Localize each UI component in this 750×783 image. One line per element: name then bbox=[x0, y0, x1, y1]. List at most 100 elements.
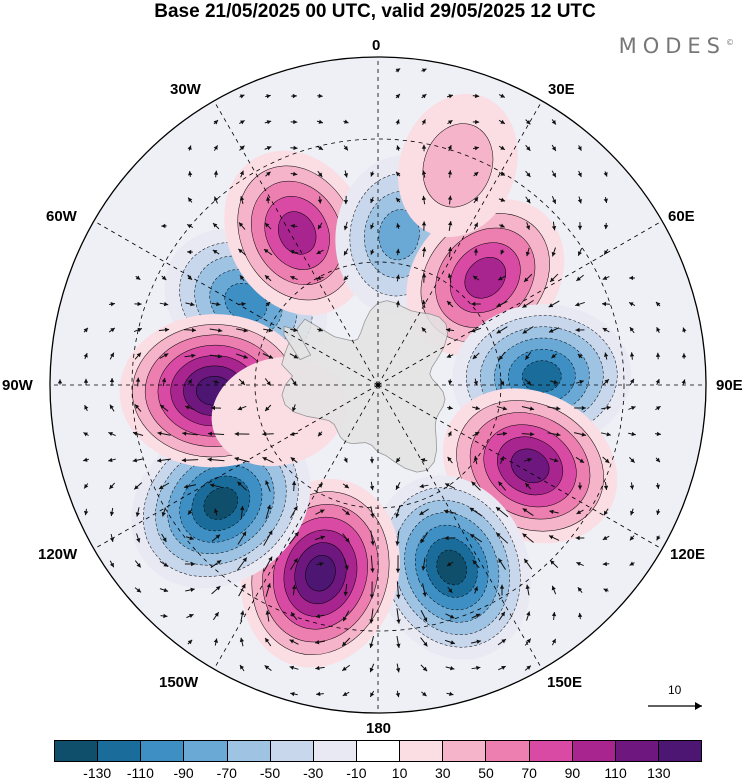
wind-vector bbox=[109, 352, 115, 360]
anomaly-contour bbox=[521, 360, 562, 393]
wind-vector bbox=[109, 378, 115, 386]
wind-vector bbox=[471, 481, 481, 491]
wind-vector bbox=[234, 431, 250, 437]
colorbar-segment bbox=[614, 741, 658, 761]
wind-vector bbox=[603, 588, 609, 593]
wind-vector bbox=[447, 586, 453, 594]
wind-vector bbox=[134, 404, 142, 412]
wind-vector bbox=[317, 222, 323, 230]
wind-vector bbox=[136, 533, 141, 543]
wind-vector bbox=[576, 274, 584, 282]
wind-vector bbox=[314, 640, 326, 645]
wind-vector bbox=[132, 431, 144, 436]
wind-vector bbox=[499, 456, 505, 464]
wind-vector bbox=[547, 406, 561, 411]
wind-vector bbox=[57, 379, 63, 385]
wind-vector bbox=[264, 222, 272, 230]
wind-vector bbox=[395, 119, 400, 125]
wind-vector bbox=[547, 432, 561, 437]
wind-vector bbox=[263, 556, 273, 572]
wind-vector bbox=[600, 432, 612, 437]
wind-vector bbox=[444, 535, 456, 541]
wind-vector bbox=[471, 665, 481, 671]
wind-vector bbox=[576, 561, 584, 567]
wind-vector bbox=[473, 171, 479, 177]
colorbar-tick-label: 110 bbox=[604, 765, 627, 781]
wind-vector bbox=[446, 561, 454, 567]
wind-vector bbox=[498, 558, 506, 570]
wind-vector bbox=[239, 94, 245, 99]
wind-vector bbox=[135, 507, 140, 517]
wind-vector bbox=[265, 301, 271, 307]
wind-vector bbox=[396, 223, 401, 229]
reference-vector-label: 10 bbox=[668, 683, 682, 697]
wind-vector bbox=[159, 588, 169, 593]
wind-vector bbox=[523, 273, 533, 283]
wind-vector bbox=[342, 610, 350, 622]
wind-vector bbox=[444, 483, 456, 489]
reference-vector-arrow bbox=[648, 702, 702, 710]
wind-vector bbox=[421, 691, 427, 697]
colorbar-segment bbox=[183, 741, 227, 761]
wind-vector bbox=[602, 456, 610, 464]
wind-vector bbox=[84, 404, 89, 412]
anomaly-blob bbox=[224, 150, 371, 316]
wind-vector bbox=[238, 248, 246, 256]
wind-vector bbox=[575, 535, 585, 541]
wind-vector bbox=[187, 197, 193, 203]
wind-vector bbox=[214, 196, 219, 204]
wind-vector bbox=[499, 584, 505, 596]
lon-label-30e: 30E bbox=[548, 81, 575, 98]
wind-vector bbox=[447, 431, 452, 437]
wind-vector bbox=[421, 327, 427, 333]
wind-vector bbox=[239, 145, 245, 151]
meridian-line bbox=[93, 384, 379, 550]
wind-vector bbox=[629, 378, 635, 386]
wind-vector bbox=[237, 405, 247, 411]
wind-vector bbox=[629, 352, 635, 360]
wind-vector bbox=[524, 482, 532, 490]
wind-vector bbox=[343, 145, 349, 151]
wind-vector bbox=[159, 353, 169, 359]
wind-vector bbox=[263, 327, 273, 333]
wind-vector bbox=[576, 509, 584, 515]
wind-vector bbox=[289, 249, 299, 255]
wind-vector bbox=[499, 378, 505, 386]
wind-vector bbox=[445, 665, 455, 671]
wind-vector bbox=[236, 353, 248, 359]
wind-vector bbox=[499, 223, 505, 228]
wind-vector bbox=[396, 145, 401, 151]
meridian-line bbox=[377, 220, 663, 386]
wind-vector bbox=[496, 431, 508, 437]
wind-vector bbox=[134, 352, 142, 360]
wind-vector bbox=[655, 301, 661, 307]
wind-vector bbox=[342, 533, 350, 543]
wind-vector bbox=[419, 483, 429, 489]
wind-vector bbox=[496, 300, 508, 308]
wind-vector bbox=[186, 535, 194, 541]
wind-vector bbox=[207, 431, 225, 436]
wind-vector bbox=[265, 480, 271, 492]
wind-vector bbox=[316, 119, 324, 124]
wind-vector bbox=[290, 145, 298, 151]
wind-vector bbox=[445, 327, 455, 333]
wind-vector bbox=[602, 327, 610, 333]
wind-vector bbox=[210, 559, 222, 569]
wind-vector bbox=[522, 326, 534, 334]
colorbar-tick-label: -50 bbox=[259, 765, 281, 781]
wind-vector bbox=[239, 170, 244, 178]
wind-vector bbox=[369, 456, 375, 464]
lon-label-150w: 150W bbox=[159, 674, 199, 691]
wind-vector bbox=[236, 557, 248, 571]
wind-vector bbox=[420, 458, 428, 463]
wind-vector bbox=[447, 195, 453, 205]
wind-vector bbox=[447, 144, 452, 152]
wind-vector bbox=[524, 665, 532, 671]
wind-vector bbox=[343, 248, 349, 256]
wind-vector bbox=[240, 610, 245, 622]
wind-vector bbox=[157, 458, 171, 463]
wind-vector bbox=[498, 611, 506, 621]
wind-vector bbox=[421, 273, 427, 283]
wind-vector bbox=[629, 326, 635, 334]
wind-vector bbox=[315, 613, 325, 619]
